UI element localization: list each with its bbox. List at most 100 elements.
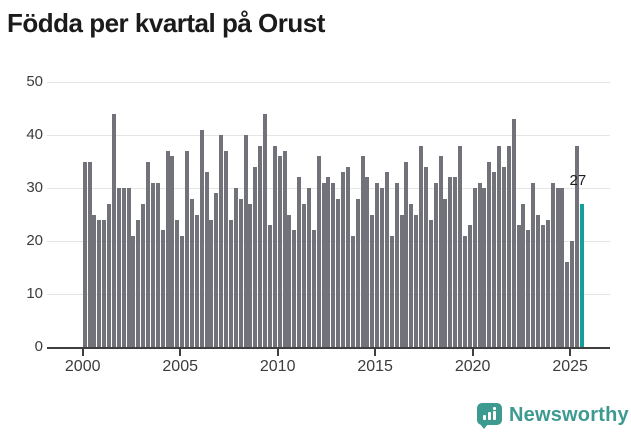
bar: [160, 230, 165, 347]
bar: [258, 145, 263, 347]
bar: [341, 172, 346, 347]
x-axis-tick-2025: [569, 349, 572, 356]
bar: [521, 203, 526, 347]
bar: [492, 172, 497, 347]
bar: [438, 156, 443, 347]
bar: [204, 172, 209, 347]
x-axis-tick-2010: [276, 349, 279, 356]
bar: [360, 156, 365, 347]
bar: [575, 145, 580, 347]
bar: [224, 150, 229, 347]
bar: [555, 188, 560, 347]
y-axis-label-50: 50: [26, 73, 43, 90]
x-axis-tick-2000: [81, 349, 84, 356]
last-value-label: 27: [569, 171, 587, 189]
x-axis-line: [47, 347, 610, 349]
x-axis-tick-2020: [471, 349, 474, 356]
bar: [87, 161, 92, 347]
bar: [214, 193, 219, 347]
bar: [146, 161, 151, 347]
bar: [97, 219, 102, 347]
bar: [194, 214, 199, 347]
bar: [243, 135, 248, 347]
x-axis-label-2020: 2020: [454, 358, 491, 375]
bar: [380, 188, 385, 347]
bar: [394, 182, 399, 347]
bar: [453, 177, 458, 347]
bar: [277, 156, 282, 347]
bar: [272, 145, 277, 347]
bar: [540, 225, 545, 347]
bar: [116, 188, 121, 347]
bar: [185, 150, 190, 347]
bar: [501, 166, 506, 347]
bar: [419, 145, 424, 347]
bar: [443, 198, 448, 347]
bar: [477, 182, 482, 347]
bar: [126, 188, 131, 347]
bar: [487, 161, 492, 347]
y-axis-label-40: 40: [26, 126, 43, 143]
bar: [482, 188, 487, 347]
bar: [350, 235, 355, 347]
bar: [326, 177, 331, 347]
newsworthy-logo[interactable]: Newsworthy: [477, 403, 629, 429]
bar: [155, 182, 160, 347]
bar: [121, 188, 126, 347]
bar: [141, 203, 146, 347]
bar-chart-speech-bubble-icon: [477, 403, 502, 429]
bar: [409, 203, 414, 347]
y-axis-label-20: 20: [26, 232, 43, 249]
bar: [467, 225, 472, 347]
bar: [292, 230, 297, 347]
bar: [209, 219, 214, 347]
bar: [316, 156, 321, 347]
bar: [111, 113, 116, 347]
bar: [248, 203, 253, 347]
bar: [306, 188, 311, 347]
bar: [199, 129, 204, 347]
bar: [345, 166, 350, 347]
bar: [238, 198, 243, 347]
bar: [565, 262, 570, 347]
bar: [82, 161, 87, 347]
bar: [531, 182, 536, 347]
bar: [355, 198, 360, 347]
gridline-y-50: [47, 81, 610, 83]
bar: [92, 214, 97, 347]
bar: [302, 203, 307, 347]
bar: [321, 182, 326, 347]
bar: [526, 230, 531, 347]
bar: [506, 145, 511, 347]
bar: [472, 188, 477, 347]
bar: [448, 177, 453, 347]
bar: [458, 145, 463, 347]
bar: [282, 150, 287, 347]
bar: [511, 119, 516, 347]
gridline-y-40: [47, 134, 610, 136]
bar: [253, 166, 258, 347]
bar: [150, 182, 155, 347]
y-axis-label-30: 30: [26, 179, 43, 196]
y-axis-label-0: 0: [34, 338, 43, 355]
bar: [233, 188, 238, 347]
bar: [462, 235, 467, 347]
bar: [365, 177, 370, 347]
x-axis-label-2025: 2025: [552, 358, 588, 375]
bar: [389, 235, 394, 347]
bar: [536, 214, 541, 347]
chart-title: Födda per kvartal på Orust: [7, 8, 325, 38]
bar: [170, 156, 175, 347]
x-axis-label-2005: 2005: [162, 358, 198, 375]
bar: [189, 198, 194, 347]
bar: [375, 182, 380, 347]
logo-text: Newsworthy: [509, 403, 629, 426]
bar: [560, 188, 565, 347]
x-axis-tick-2005: [179, 349, 182, 356]
bar: [336, 198, 341, 347]
bar: [136, 219, 141, 347]
bar: [297, 177, 302, 347]
y-axis-label-10: 10: [26, 285, 43, 302]
bar: [102, 219, 107, 347]
